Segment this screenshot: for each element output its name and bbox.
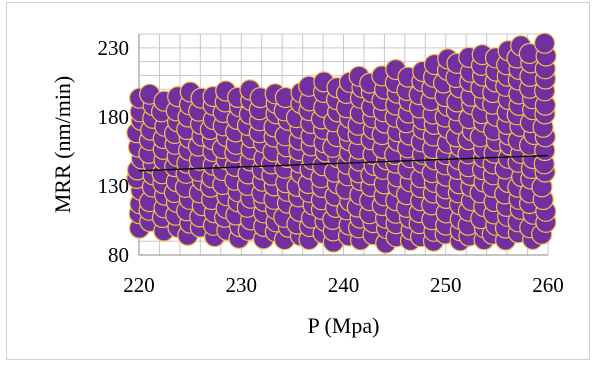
y-tick-label: 180 — [98, 105, 130, 129]
y-tick-label: 80 — [108, 243, 129, 267]
trendline — [138, 154, 549, 172]
x-tick-label: 250 — [430, 273, 462, 297]
y-tick-label: 230 — [98, 36, 130, 60]
x-axis-title: P (Mpa) — [308, 313, 380, 338]
data-point — [533, 32, 556, 54]
x-tick-labels: 220 230 240 250 260 — [123, 273, 564, 297]
data-points — [126, 32, 557, 254]
x-tick-label: 260 — [532, 273, 564, 297]
y-tick-labels: 80 130 180 230 — [98, 36, 130, 267]
x-tick-label: 230 — [226, 273, 258, 297]
x-tick-label: 220 — [123, 273, 155, 297]
x-tick-label: 240 — [328, 273, 360, 297]
y-tick-label: 130 — [98, 174, 130, 198]
y-axis-title: MRR (nm/min) — [50, 76, 75, 214]
